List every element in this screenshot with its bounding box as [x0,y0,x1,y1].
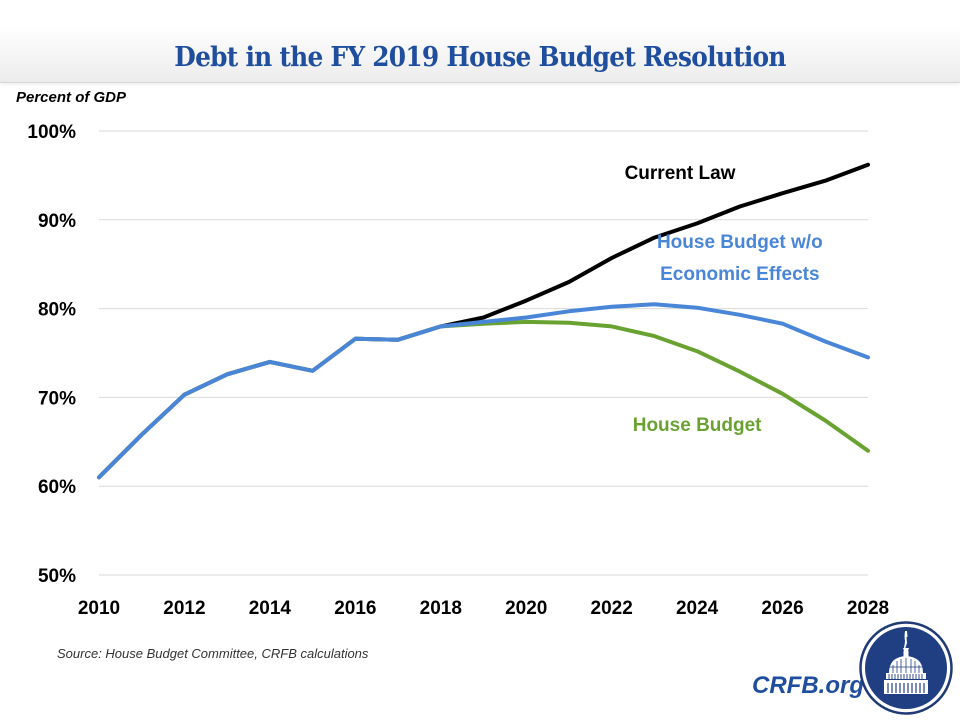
series-label-current-law: Current Law [625,163,736,184]
x-tick-label: 2026 [761,598,803,619]
x-tick-label: 2028 [847,598,889,619]
y-axis-tick-labels: 50% 60% 70% 80% 90% 100% [27,122,76,587]
y-tick-label: 50% [38,566,76,587]
y-tick-label: 90% [38,211,76,232]
x-tick-label: 2024 [676,598,719,619]
x-axis-tick-labels: 2010 2012 2014 2016 2018 2020 2022 2024 2026 2028 [78,598,889,619]
series-label-house-budget: House Budget [633,415,762,436]
series-labels: Current Law House Budget w/o Economic Effe… [625,163,823,436]
gridlines [99,130,868,576]
y-tick-label: 60% [38,477,76,498]
x-tick-label: 2014 [249,598,292,619]
x-tick-label: 2018 [420,598,462,619]
series-label-house-budget-wo: Economic Effects [660,264,819,285]
x-tick-label: 2022 [591,598,633,619]
series-line-house-budget-wo [97,302,870,480]
series-line-house-budget [97,319,870,480]
x-tick-label: 2012 [163,598,205,619]
y-axis-title: Percent of GDP [16,89,127,106]
series-lines [97,162,870,480]
x-tick-label: 2010 [78,598,120,619]
capitol-dome-logo-icon [859,621,953,715]
series-label-house-budget-wo: House Budget w/o [657,232,823,253]
y-tick-label: 70% [38,388,76,409]
source-note: Source: House Budget Committee, CRFB cal… [57,646,369,661]
brand-link[interactable]: CRFB.org [752,672,864,699]
x-tick-label: 2020 [505,598,547,619]
y-tick-label: 80% [38,300,76,321]
x-tick-label: 2016 [334,598,376,619]
y-tick-label: 100% [27,122,76,143]
chart-title: Debt in the FY 2019 House Budget Resolut… [174,42,786,73]
title-banner [0,0,960,83]
